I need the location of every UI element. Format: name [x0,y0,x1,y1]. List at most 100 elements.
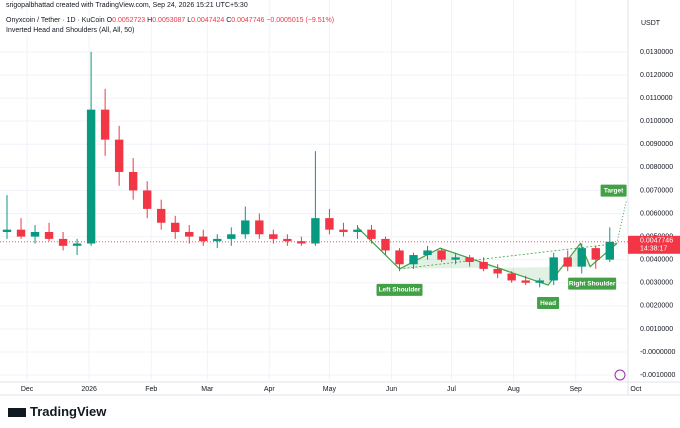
candle-body [199,236,208,242]
x-tick-label: Oct [630,386,641,393]
indicator: Inverted Head and Shoulders (All, All, 5… [6,27,135,34]
candle-body [381,238,390,251]
change: −0.0005015 (−9.51%) [266,17,335,24]
ohlc-value: 0.0047424 [191,17,225,24]
candle-body [507,273,516,281]
candle-body [535,280,544,283]
x-tick-label: 2026 [81,386,97,393]
y-tick-label: 0.0030000 [640,280,673,287]
ohlc-value: 0.0052723 [112,17,146,24]
x-tick-label: Aug [507,386,520,393]
candle-body [30,231,40,237]
candle-body [339,229,348,232]
ohlc-label: O [106,17,113,24]
x-tick-label: May [323,386,337,393]
y-tick-label: 0.0010000 [640,326,673,333]
candle-body [142,190,152,209]
candle-body [479,261,488,269]
candle-body [577,248,586,267]
clock-icon [614,369,626,381]
candle-body [269,234,278,239]
ohlc-label: H [147,17,153,24]
x-tick-label: Feb [145,386,157,393]
annotation: Right Shoulder [569,280,616,287]
candle-body [128,171,138,191]
candle-body [353,229,362,232]
candle-body [465,257,474,262]
candle-body [409,255,418,265]
symbol-line: Onyxcoin / Tether · 1D · KuCoin O0.00527… [6,17,335,24]
candle-body [114,139,124,172]
symbol: Onyxcoin / Tether · 1D · KuCoin [6,17,105,24]
y-tick-label: 0.0120000 [640,72,673,79]
candle-body [171,222,180,232]
candle-body [72,243,82,246]
countdown: 14:38:17 [640,246,667,253]
candle-body [2,229,12,232]
neckline [399,243,617,270]
plot-bg [0,0,628,382]
candle-body [493,268,502,274]
candle-body [521,280,530,283]
candle-body [16,229,26,237]
candle-body [451,257,460,260]
x-tick-label: Apr [264,386,276,393]
ohlc-value: 0.0053087 [152,17,186,24]
candle-body [367,229,376,239]
x-tick-label: Dec [21,386,34,393]
y-tick-label: 0.0090000 [640,141,673,148]
credit: srigopalbhattad created with TradingView… [6,2,248,9]
candle-body [549,257,558,281]
candle-body [591,248,600,260]
y-tick-label: -0.0000000 [640,349,676,356]
annotation: Target [604,187,624,194]
x-tick-label: Jun [386,386,397,393]
candle-body [185,231,194,237]
ohlc: O0.0052723 H0.0053087 L0.0047424 C0.0047… [107,17,267,24]
y-tick-label: 0.0060000 [640,210,673,217]
candle-body [241,220,250,235]
y-tick-label: 0.0020000 [640,303,673,310]
y-tick-label: 0.0040000 [640,257,673,264]
candle-body [325,218,334,230]
annotation: Head [540,300,556,307]
candle-body [423,250,432,256]
last-price-box [628,235,680,254]
annotation: Left Shoulder [379,287,421,294]
y-tick-label: 0.0100000 [640,118,673,125]
candle-body [227,234,236,239]
y-tick-label: 0.0130000 [640,49,673,56]
candle-body [437,250,446,260]
ohlc-label: C [226,17,232,24]
x-tick-label: Jul [447,386,456,393]
candle-body [44,231,54,239]
x-tick-label: Sep [569,386,582,393]
candle-body [605,241,614,260]
candle-body [255,220,264,235]
y-tick-label: -0.0010000 [640,372,676,379]
candle-body [86,109,96,244]
last-price-label: 0.0047746 [640,238,673,245]
candle-body [157,208,166,223]
y-tick-label: 0.0110000 [640,95,673,102]
candle-body [100,109,110,140]
ohlc-label: L [187,17,192,24]
currency: USDT [641,20,661,27]
ohlc-value: 0.0047746 [231,17,265,24]
candle-body [311,218,320,244]
candle-body [58,238,68,246]
candle-body [395,250,404,265]
annotation-box [376,283,423,296]
pattern-fill [399,243,591,286]
footer-logo: TradingView [8,404,106,419]
candle-body [563,257,572,267]
annotation-box [568,277,617,290]
candle-body [297,241,306,244]
annotation-box [600,184,627,197]
candle-body [283,238,292,242]
annotation-box [537,297,560,310]
y-tick-label: 0.0080000 [640,164,673,171]
candle-body [213,238,222,242]
